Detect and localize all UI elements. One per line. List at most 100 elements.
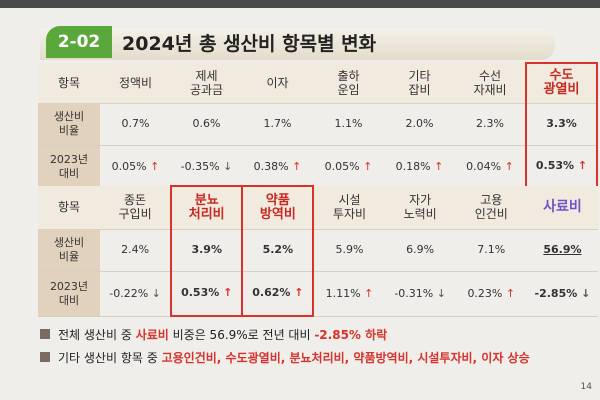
cell-value: 1.11% [325,286,361,300]
cell: 0.38% ↑ [242,145,313,189]
row-label: 2023년 대비 [38,271,100,317]
cell: 0.05% ↑ [100,145,171,189]
trend-arrow: ↓ [223,159,233,173]
cell: 7.1% [455,229,527,272]
trend-arrow: ↓ [436,286,446,300]
cell: -2.85% ↓ [526,271,598,317]
cost-table: 항목 정액비 제세 공과금 이자 출하 운임 기타 잡비 수선 자재비 수도 광열비 생산비 비… [38,62,598,189]
cell-value: 0.62% [252,286,291,300]
trend-arrow: ↑ [504,159,514,173]
cell: 0.23% ↑ [455,271,527,317]
cell: 0.7% [100,103,171,146]
cell: 0.18% ↑ [384,145,455,189]
cell: -0.35% ↓ [171,145,242,189]
cell-value: 0.18% [395,159,431,173]
header-cell: 고용 인건비 [455,186,527,230]
cell-value: -0.35% [180,159,220,173]
cell-value: -0.31% [394,286,434,300]
header-cell: 자가 노력비 [384,186,456,230]
slide: 2-02 2024년 총 생산비 항목별 변화 항목 정액비 제세 공과금 이자 출하 … [0,8,600,400]
header-row: 항목 종돈 구입비 분뇨 처리비 약품 방역비 시설 투자비 자가 노력비 고용 인건비 사료… [38,185,598,230]
trend-arrow: ↑ [150,159,160,173]
header-cell: 시설 투자비 [313,186,385,230]
title-bar [40,28,555,60]
header-cell: 약품 방역비 [241,185,315,230]
header-cell: 사료비 [526,186,598,230]
cell-value: 2.0% [405,117,434,130]
header-cell: 출하 운임 [313,63,384,104]
data-row: 2023년 대비 0.05% ↑ -0.35% ↓ 0.38% ↑ 0.05% ↑ 0.1… [38,145,598,189]
trend-arrow: ↑ [434,159,444,173]
data-row: 생산비 비율 0.7% 0.6% 1.7% 1.1% 2.0% 2.3% 3.3% [38,103,598,146]
trend-arrow: ↑ [292,159,302,173]
header-cell: 정액비 [100,63,171,104]
header-cell: 제세 공과금 [171,63,242,104]
cell: -0.31% ↓ [384,271,456,317]
cell: 5.9% [313,229,385,272]
slide-title: 2024년 총 생산비 항목별 변화 [122,33,377,55]
section-badge: 2-02 [46,26,112,58]
trend-arrow: ↑ [363,159,373,173]
cell-value: 0.7% [121,117,150,130]
cell: 1.1% [313,103,384,146]
header-cell: 항목 [38,63,100,104]
cell-value: 56.9% [543,243,582,256]
cell: 0.53% ↑ [170,271,244,317]
cell: 1.11% ↑ [313,271,385,317]
cell: 0.04% ↑ [455,145,526,189]
cell: 2.3% [455,103,526,146]
cell-value: 0.05% [111,159,147,173]
note: 기타 생산비 항목 중 고용인건비, 수도광열비, 분뇨처리비, 약품방역비, … [40,348,560,368]
cell-value: 5.9% [335,243,364,256]
cell: -0.22% ↓ [100,271,172,317]
cost-table: 항목 종돈 구입비 분뇨 처리비 약품 방역비 시설 투자비 자가 노력비 고용 인건비 사료… [38,185,598,317]
cell-value: 5.2% [262,243,294,256]
trend-arrow: ↓ [151,286,161,300]
cell-value: 3.9% [191,243,222,256]
note-highlight: 사료비 [135,328,169,342]
cell-value: 0.6% [192,117,221,130]
cell-value: 2.4% [121,243,150,256]
cell: 2.4% [100,229,172,272]
cell-value: 0.23% [467,286,503,300]
data-row: 생산비 비율 2.4% 3.9% 5.2% 5.9% 6.9% 7.1% 56.9% [38,229,598,272]
cell: 0.6% [171,103,242,146]
note: 전체 생산비 중 사료비 비중은 56.9%로 전년 대비 -2.85% 하락 [40,326,387,343]
header-cell: 수도 광열비 [525,62,598,104]
note-highlight: 고용인건비, 수도광열비, 분뇨처리비, 약품방역비, 시설투자비, 이자 상승 [161,351,530,365]
cell-value: 6.9% [406,243,435,256]
trend-arrow: ↑ [505,286,516,300]
header-cell: 분뇨 처리비 [170,185,244,230]
note-text: 기타 생산비 항목 중 [58,351,162,365]
header-row: 항목 정액비 제세 공과금 이자 출하 운임 기타 잡비 수선 자재비 수도 광열비 [38,62,598,104]
header-cell: 수선 자재비 [455,63,526,104]
cell-value: 0.05% [324,159,360,173]
cell: 3.3% [525,103,598,146]
cell: 0.53% ↑ [525,145,598,189]
note-text: 비중은 56.9%로 전년 대비 [168,328,315,342]
cell-value: 1.7% [263,117,292,130]
header-cell: 항목 [38,186,100,230]
row-label: 생산비 비율 [38,229,100,272]
cell: 2.0% [384,103,455,146]
trend-arrow: ↑ [577,159,588,173]
cell-value: 0.53% [535,159,575,173]
data-row: 2023년 대비 -0.22% ↓ 0.53% ↑ 0.62% ↑ 1.11% ↑ -0.… [38,271,598,317]
trend-arrow: ↑ [223,286,233,300]
cell: 56.9% [526,229,598,272]
row-label: 생산비 비율 [38,103,100,146]
cell: 5.2% [241,229,315,272]
trend-arrow: ↑ [294,286,304,300]
page-number: 14 [580,382,592,392]
header-cell: 기타 잡비 [384,63,455,104]
cell: 0.05% ↑ [313,145,384,189]
cell-value: 0.38% [253,159,289,173]
trend-arrow: ↑ [364,286,374,300]
header-cell: 종돈 구입비 [100,186,172,230]
note-highlight: -2.85% 하락 [314,328,388,342]
note-text: 전체 생산비 중 [58,328,136,342]
cell-value: 0.53% [181,286,220,300]
cell: 0.62% ↑ [241,271,315,317]
trend-arrow: ↓ [581,286,591,300]
